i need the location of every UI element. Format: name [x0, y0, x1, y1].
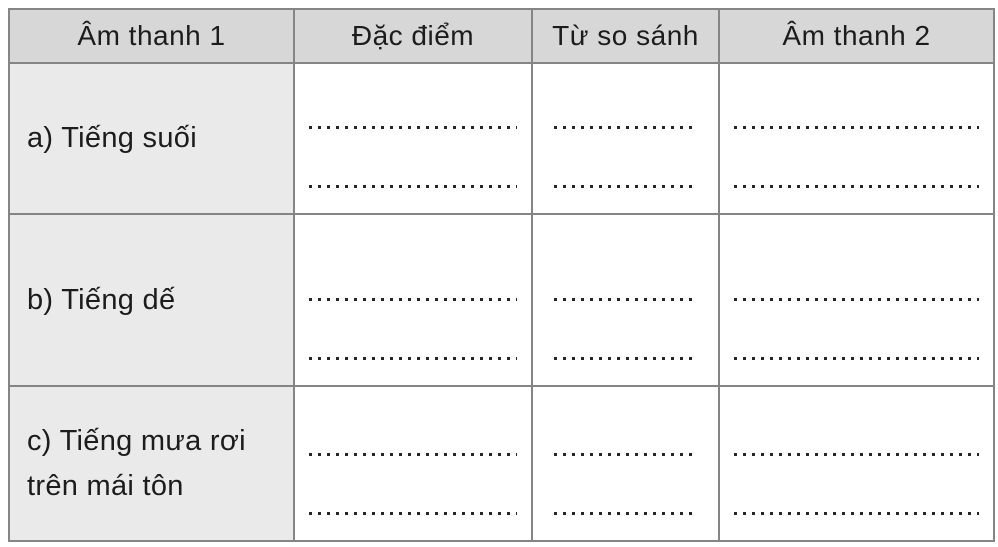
answer-line [734, 185, 979, 188]
answer-line [309, 512, 517, 515]
answer-cell-c-characteristic [293, 385, 533, 542]
col-header-comparison-word: Từ so sánh [531, 8, 720, 64]
answer-line [734, 453, 979, 456]
answer-cell-a-sound-2 [718, 62, 995, 215]
answer-line [554, 126, 697, 129]
answer-cell-c-sound-2 [718, 385, 995, 542]
table-header-row: Âm thanh 1 Đặc điểm Từ so sánh Âm thanh … [8, 8, 995, 64]
answer-cell-a-characteristic [293, 62, 533, 215]
col-header-sound-1: Âm thanh 1 [8, 8, 295, 64]
answer-line [309, 298, 517, 301]
row-label-c: c) Tiếng mưa rơi trên mái tôn [8, 385, 295, 542]
answer-line [309, 126, 517, 129]
answer-line [554, 453, 697, 456]
answer-cell-b-sound-2 [718, 213, 995, 387]
row-label-a: a) Tiếng suối [8, 62, 295, 215]
answer-line [554, 512, 697, 515]
sound-comparison-table: Âm thanh 1 Đặc điểm Từ so sánh Âm thanh … [8, 8, 995, 542]
answer-line [309, 185, 517, 188]
answer-line [309, 357, 517, 360]
answer-line [554, 298, 697, 301]
answer-line [734, 357, 979, 360]
answer-line [734, 298, 979, 301]
answer-cell-a-comparison-word [531, 62, 720, 215]
table-row-b: b) Tiếng dế [8, 213, 995, 387]
answer-line [734, 126, 979, 129]
table-row-a: a) Tiếng suối [8, 62, 995, 215]
answer-line [554, 357, 697, 360]
answer-cell-c-comparison-word [531, 385, 720, 542]
answer-line [554, 185, 697, 188]
table-row-c: c) Tiếng mưa rơi trên mái tôn [8, 385, 995, 542]
col-header-characteristic: Đặc điểm [293, 8, 533, 64]
row-label-b: b) Tiếng dế [8, 213, 295, 387]
answer-cell-b-characteristic [293, 213, 533, 387]
answer-line [309, 453, 517, 456]
col-header-sound-2: Âm thanh 2 [718, 8, 995, 64]
answer-cell-b-comparison-word [531, 213, 720, 387]
answer-line [734, 512, 979, 515]
